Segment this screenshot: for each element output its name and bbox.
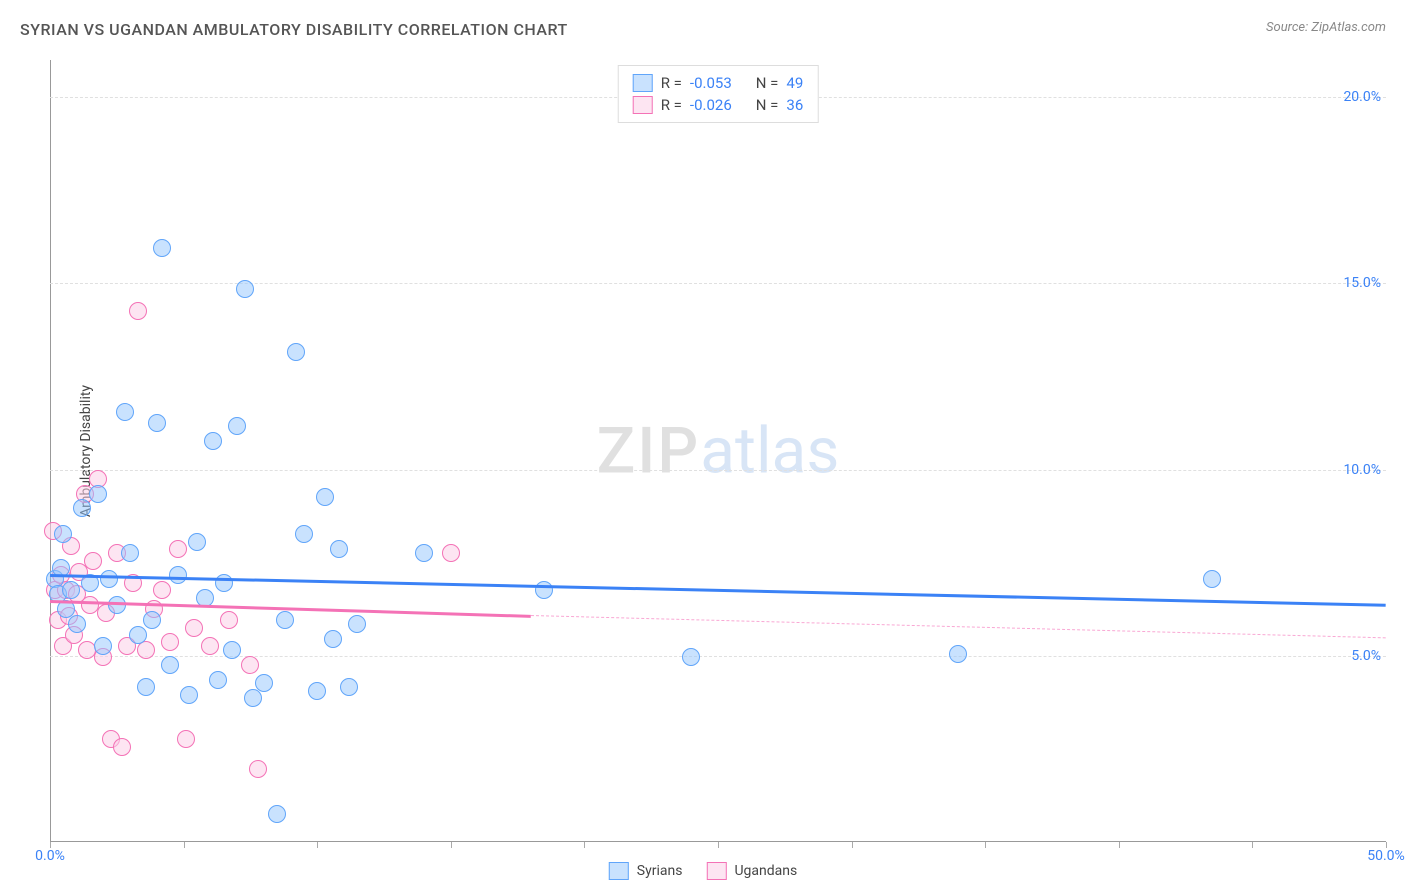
scatter-point-syrians (415, 544, 433, 562)
scatter-point-ugandans (185, 619, 203, 637)
scatter-point-syrians (153, 239, 171, 257)
scatter-point-syrians (94, 637, 112, 655)
x-tick (317, 842, 318, 848)
x-tick-label: 0.0% (35, 848, 65, 864)
scatter-point-syrians (308, 682, 326, 700)
scatter-point-syrians (108, 596, 126, 614)
scatter-point-syrians (316, 488, 334, 506)
legend-swatch (633, 96, 653, 114)
scatter-point-ugandans (241, 656, 259, 674)
x-tick (852, 842, 853, 848)
series-legend: Syrians Ugandans (609, 862, 797, 880)
scatter-point-syrians (62, 581, 80, 599)
scatter-point-ugandans (153, 581, 171, 599)
scatter-point-syrians (68, 615, 86, 633)
legend-row: R = -0.026 N = 36 (633, 94, 804, 116)
scatter-point-syrians (215, 574, 233, 592)
y-tick-label: 10.0% (1343, 462, 1381, 478)
trendline-ugandans-extrapolated (531, 615, 1386, 638)
scatter-point-ugandans (113, 738, 131, 756)
scatter-point-ugandans (177, 730, 195, 748)
scatter-point-syrians (348, 615, 366, 633)
legend-r-label: R = (661, 74, 682, 92)
scatter-point-syrians (1203, 570, 1221, 588)
scatter-point-ugandans (129, 302, 147, 320)
legend-n-value: 36 (786, 96, 803, 114)
legend-swatch (633, 74, 653, 92)
legend-label: Ugandans (734, 863, 797, 879)
source-attribution: Source: ZipAtlas.com (1266, 20, 1386, 35)
legend-r-value: -0.026 (690, 96, 732, 114)
legend-n-value: 49 (786, 74, 803, 92)
scatter-point-syrians (236, 280, 254, 298)
x-tick (985, 842, 986, 848)
legend-n-label: N = (756, 74, 779, 92)
gridline (50, 470, 1386, 471)
scatter-point-syrians (161, 656, 179, 674)
legend-r-label: R = (661, 96, 682, 114)
scatter-point-syrians (137, 678, 155, 696)
scatter-point-syrians (949, 645, 967, 663)
scatter-point-ugandans (442, 544, 460, 562)
scatter-point-syrians (244, 689, 262, 707)
chart-title: SYRIAN VS UGANDAN AMBULATORY DISABILITY … (20, 20, 568, 39)
legend-item: Ugandans (706, 862, 797, 880)
plot-region: ZIPatlas R = -0.053 N = 49 R = -0.026 N … (50, 60, 1386, 842)
legend-swatch (609, 862, 629, 880)
scatter-point-syrians (223, 641, 241, 659)
x-tick (1252, 842, 1253, 848)
scatter-point-ugandans (201, 637, 219, 655)
scatter-point-ugandans (249, 760, 267, 778)
x-tick (584, 842, 585, 848)
y-axis (50, 60, 51, 842)
scatter-point-syrians (340, 678, 358, 696)
scatter-point-ugandans (84, 552, 102, 570)
scatter-point-syrians (209, 671, 227, 689)
scatter-point-syrians (330, 540, 348, 558)
scatter-point-syrians (324, 630, 342, 648)
scatter-point-ugandans (220, 611, 238, 629)
correlation-legend: R = -0.053 N = 49 R = -0.026 N = 36 (618, 65, 819, 123)
scatter-point-syrians (100, 570, 118, 588)
legend-r-value: -0.053 (690, 74, 732, 92)
x-tick (1119, 842, 1120, 848)
legend-item: Syrians (609, 862, 683, 880)
scatter-point-syrians (143, 611, 161, 629)
y-tick-label: 5.0% (1351, 648, 1381, 664)
scatter-point-syrians (73, 499, 91, 517)
legend-label: Syrians (637, 863, 683, 879)
legend-swatch (706, 862, 726, 880)
scatter-point-syrians (116, 403, 134, 421)
scatter-point-syrians (295, 525, 313, 543)
scatter-point-syrians (276, 611, 294, 629)
scatter-point-ugandans (161, 633, 179, 651)
x-tick (184, 842, 185, 848)
scatter-point-syrians (121, 544, 139, 562)
scatter-point-syrians (169, 566, 187, 584)
watermark: ZIPatlas (597, 414, 840, 489)
scatter-point-syrians (54, 525, 72, 543)
trendline-syrians (50, 574, 1386, 606)
scatter-point-syrians (129, 626, 147, 644)
scatter-point-syrians (180, 686, 198, 704)
legend-n-label: N = (756, 96, 779, 114)
scatter-point-syrians (255, 674, 273, 692)
scatter-point-syrians (204, 432, 222, 450)
x-tick (718, 842, 719, 848)
y-tick-label: 20.0% (1343, 89, 1381, 105)
scatter-point-syrians (268, 805, 286, 823)
scatter-point-syrians (228, 417, 246, 435)
x-tick (451, 842, 452, 848)
scatter-point-syrians (682, 648, 700, 666)
legend-row: R = -0.053 N = 49 (633, 72, 804, 94)
chart-area: Ambulatory Disability ZIPatlas R = -0.05… (50, 60, 1386, 842)
y-tick-label: 15.0% (1343, 275, 1381, 291)
scatter-point-syrians (287, 343, 305, 361)
scatter-point-ugandans (169, 540, 187, 558)
scatter-point-syrians (89, 485, 107, 503)
x-tick-label: 50.0% (1367, 848, 1405, 864)
scatter-point-syrians (148, 414, 166, 432)
scatter-point-syrians (188, 533, 206, 551)
